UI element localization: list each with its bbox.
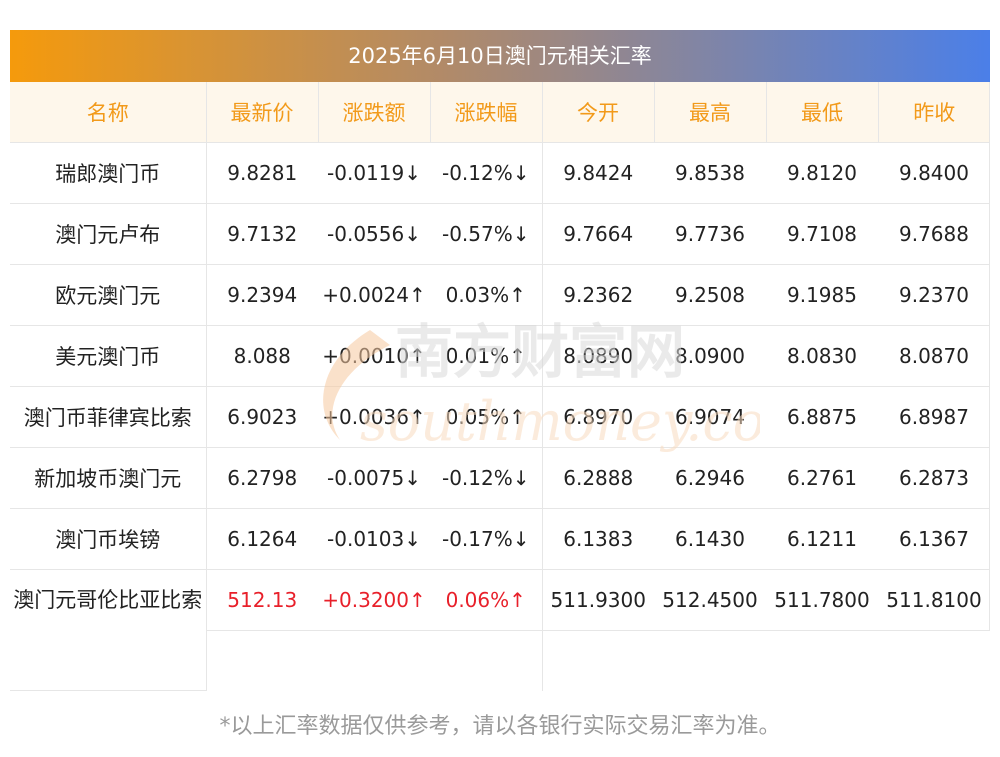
change-amount-cell: -0.0556↓ <box>318 203 430 265</box>
prev-close-cell: 9.2370 <box>878 264 990 326</box>
prev-close-cell: 9.7688 <box>878 203 990 265</box>
table-row: 欧元澳门元 9.2394 +0.0024↑ 0.03%↑ 9.2362 9.2508 9.1… <box>10 264 990 326</box>
column-header-low: 最低 <box>766 82 879 143</box>
prev-close-cell: 8.0870 <box>878 325 990 387</box>
change-amount-cell: +0.0036↑ <box>318 386 430 448</box>
prev-close-cell: 6.8987 <box>878 386 990 448</box>
change-pct-cell: 0.01%↑ <box>430 325 543 387</box>
high-price-cell: 6.9074 <box>654 386 766 448</box>
open-price-cell: 6.1383 <box>542 508 654 570</box>
change-amount-cell: -0.0119↓ <box>318 142 430 204</box>
open-price-cell: 6.2888 <box>542 447 654 509</box>
high-price-cell: 512.4500 <box>654 570 766 631</box>
exchange-rate-table: 名称 最新价 涨跌额 涨跌幅 今开 最高 最低 昨收 瑞郎澳门币 9.8281 -0… <box>10 82 990 691</box>
change-amount-cell: +0.0024↑ <box>318 264 430 326</box>
latest-price-cell: 9.2394 <box>206 264 318 326</box>
prev-close-cell: 6.2873 <box>878 447 990 509</box>
table-row: 瑞郎澳门币 9.8281 -0.0119↓ -0.12%↓ 9.8424 9.8538 9.… <box>10 142 990 204</box>
change-pct-cell: -0.12%↓ <box>430 447 543 509</box>
prev-close-cell: 9.8400 <box>878 142 990 204</box>
table-row: 澳门元卢布 9.7132 -0.0556↓ -0.57%↓ 9.7664 9.7736 9.… <box>10 203 990 265</box>
latest-price-cell: 512.13 <box>206 570 318 631</box>
currency-pair-name: 瑞郎澳门币 <box>10 142 207 204</box>
currency-pair-name: 澳门元卢布 <box>10 203 207 265</box>
low-price-cell: 9.8120 <box>766 142 878 204</box>
low-price-cell: 9.7108 <box>766 203 878 265</box>
currency-pair-name: 美元澳门币 <box>10 325 207 387</box>
open-price-cell: 9.8424 <box>542 142 654 204</box>
open-price-cell: 8.0890 <box>542 325 654 387</box>
column-header-change-pct: 涨跌幅 <box>430 82 543 143</box>
open-price-cell: 511.9300 <box>542 570 654 631</box>
high-price-cell: 9.7736 <box>654 203 766 265</box>
low-price-cell: 6.8875 <box>766 386 878 448</box>
prev-close-cell: 6.1367 <box>878 508 990 570</box>
change-pct-cell: -0.57%↓ <box>430 203 543 265</box>
currency-pair-name: 澳门币埃镑 <box>10 508 207 570</box>
currency-pair-name: 澳门币菲律宾比索 <box>10 386 207 448</box>
column-header-change: 涨跌额 <box>318 82 431 143</box>
open-price-cell: 9.2362 <box>542 264 654 326</box>
column-header-latest: 最新价 <box>206 82 319 143</box>
prev-close-cell: 511.8100 <box>878 570 990 631</box>
currency-pair-name: 澳门元哥伦比亚比索 <box>10 569 207 691</box>
high-price-cell: 6.1430 <box>654 508 766 570</box>
disclaimer-note: *以上汇率数据仅供参考，请以各银行实际交易汇率为准。 <box>219 714 781 739</box>
high-price-cell: 9.8538 <box>654 142 766 204</box>
low-price-cell: 8.0830 <box>766 325 878 387</box>
change-amount-cell: -0.0075↓ <box>318 447 430 509</box>
latest-price-cell: 9.7132 <box>206 203 318 265</box>
latest-price-cell: 6.2798 <box>206 447 318 509</box>
latest-price-cell: 6.1264 <box>206 508 318 570</box>
column-header-prev-close: 昨收 <box>878 82 990 143</box>
table-right-border <box>989 82 990 631</box>
high-price-cell: 9.2508 <box>654 264 766 326</box>
change-pct-cell: 0.06%↑ <box>430 570 542 631</box>
low-price-cell: 9.1985 <box>766 264 878 326</box>
high-price-cell: 6.2946 <box>654 447 766 509</box>
open-price-cell: 6.8970 <box>542 386 654 448</box>
change-pct-cell: -0.12%↓ <box>430 142 543 204</box>
table-row: 美元澳门币 8.088 +0.0010↑ 0.01%↑ 8.0890 8.0900 8.08… <box>10 325 990 387</box>
change-pct-cell: 0.05%↑ <box>430 386 543 448</box>
table-row: 澳门币菲律宾比索 6.9023 +0.0036↑ 0.05%↑ 6.8970 6.9074… <box>10 386 990 448</box>
currency-pair-name: 新加坡币澳门元 <box>10 447 207 509</box>
low-price-cell: 6.1211 <box>766 508 878 570</box>
change-amount-cell: +0.3200↑ <box>318 570 430 631</box>
change-amount-cell: +0.0010↑ <box>318 325 430 387</box>
change-pct-cell: 0.03%↑ <box>430 264 543 326</box>
change-amount-cell: -0.0103↓ <box>318 508 430 570</box>
open-price-cell: 9.7664 <box>542 203 654 265</box>
currency-pair-name: 欧元澳门元 <box>10 264 207 326</box>
change-pct-cell: -0.17%↓ <box>430 508 543 570</box>
latest-price-cell: 8.088 <box>206 325 318 387</box>
column-header-name: 名称 <box>10 82 207 143</box>
table-row: 新加坡币澳门元 6.2798 -0.0075↓ -0.12%↓ 6.2888 6.2946… <box>10 447 990 509</box>
latest-price-cell: 9.8281 <box>206 142 318 204</box>
table-row: 澳门元哥伦比亚比索 512.13 +0.3200↑ 0.06%↑ 511.9300 512… <box>10 569 990 691</box>
column-header-open: 今开 <box>542 82 655 143</box>
low-price-cell: 6.2761 <box>766 447 878 509</box>
page-title: 2025年6月10日澳门元相关汇率 <box>10 30 990 82</box>
high-price-cell: 8.0900 <box>654 325 766 387</box>
latest-price-cell: 6.9023 <box>206 386 318 448</box>
table-row: 澳门币埃镑 6.1264 -0.0103↓ -0.17%↓ 6.1383 6.1430 6.… <box>10 508 990 570</box>
table-header-row: 名称 最新价 涨跌额 涨跌幅 今开 最高 最低 昨收 <box>10 82 990 143</box>
low-price-cell: 511.7800 <box>766 570 878 631</box>
column-header-high: 最高 <box>654 82 767 143</box>
